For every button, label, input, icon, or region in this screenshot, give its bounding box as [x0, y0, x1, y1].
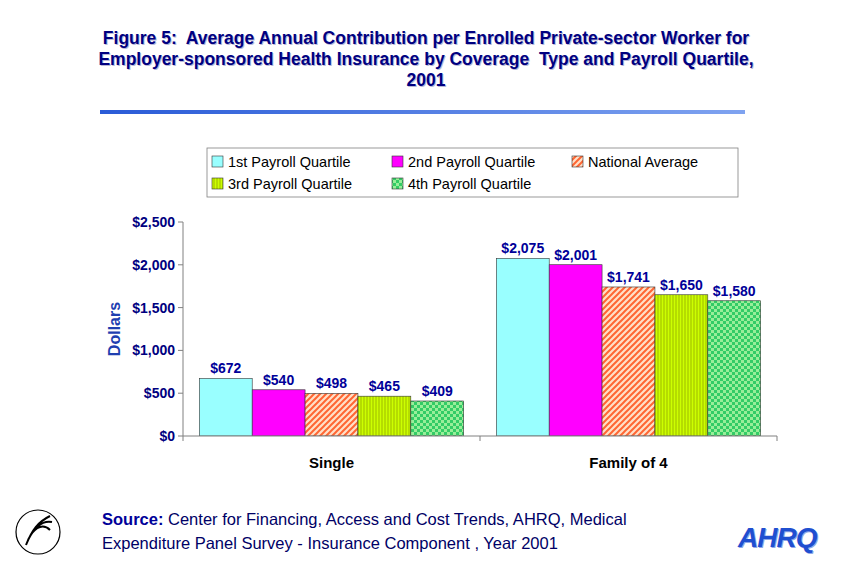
bar	[199, 378, 252, 436]
data-label: $672	[210, 360, 241, 376]
y-tick	[178, 436, 183, 437]
x-tick-label: Single	[309, 454, 354, 471]
bar	[708, 301, 761, 436]
data-label: $2,001	[554, 247, 597, 263]
logo: AHRQ	[738, 522, 816, 554]
y-tick	[178, 393, 183, 394]
emblem-figure	[26, 516, 52, 545]
bar	[305, 393, 358, 436]
y-tick	[178, 350, 183, 351]
chart-svg: $0 $500 $1,000 $1,500 $2,000 $2,500 Single Fami…	[0, 0, 853, 569]
data-label: $1,580	[713, 283, 756, 299]
legend-label: 1st Payroll Quartile	[228, 154, 351, 170]
y-tick-label: $1,000	[132, 342, 175, 358]
data-label: $540	[263, 372, 294, 388]
data-label: $465	[369, 378, 400, 394]
bar	[252, 390, 305, 436]
legend: 1st Payroll Quartile 2nd Payroll Quartile…	[207, 148, 738, 197]
legend-swatch	[392, 156, 403, 167]
emblem-ring	[16, 510, 60, 554]
legend-swatch	[572, 156, 583, 167]
bar	[602, 287, 655, 436]
y-tick-label: $2,500	[132, 214, 175, 230]
y-tick-label: $0	[159, 428, 175, 444]
x-tick	[480, 436, 481, 441]
chart-title: Figure 5: Average Annual Contribution pe…	[86, 28, 766, 91]
legend-label: 4th Payroll Quartile	[408, 176, 531, 192]
x-tick	[183, 436, 184, 441]
source-note: Source: Center for Financing, Access and…	[102, 507, 717, 555]
data-label: $1,741	[607, 269, 650, 285]
source-text: Center for Financing, Access and Cost Tr…	[102, 510, 627, 552]
bar	[358, 396, 411, 436]
y-tick	[178, 264, 183, 265]
y-tick	[178, 222, 183, 223]
legend-label: National Average	[588, 154, 698, 170]
bar	[655, 295, 708, 436]
data-label: $2,075	[501, 240, 544, 256]
y-tick	[178, 307, 183, 308]
y-tick-label: $1,500	[132, 300, 175, 316]
legend-swatch	[212, 156, 223, 167]
data-label: $498	[316, 375, 347, 391]
y-tick-label: $500	[144, 385, 175, 401]
y-axis	[183, 222, 184, 436]
legend-label: 3rd Payroll Quartile	[228, 176, 352, 192]
hhs-emblem	[16, 510, 60, 554]
title-rule	[100, 110, 745, 114]
y-tick-label: $2,000	[132, 257, 175, 273]
bars	[199, 258, 760, 436]
legend-swatch	[392, 178, 403, 189]
legend-label: 2nd Payroll Quartile	[408, 154, 535, 170]
bar	[496, 258, 549, 436]
source-label: Source:	[102, 510, 163, 528]
bar	[411, 401, 464, 436]
data-label: $409	[422, 383, 453, 399]
x-tick-label: Family of 4	[589, 454, 668, 471]
bar	[549, 265, 602, 436]
legend-box	[207, 148, 738, 197]
y-axis-label: Dollars	[106, 302, 123, 356]
x-tick	[777, 436, 778, 441]
data-label: $1,650	[660, 277, 703, 293]
legend-swatch	[212, 178, 223, 189]
